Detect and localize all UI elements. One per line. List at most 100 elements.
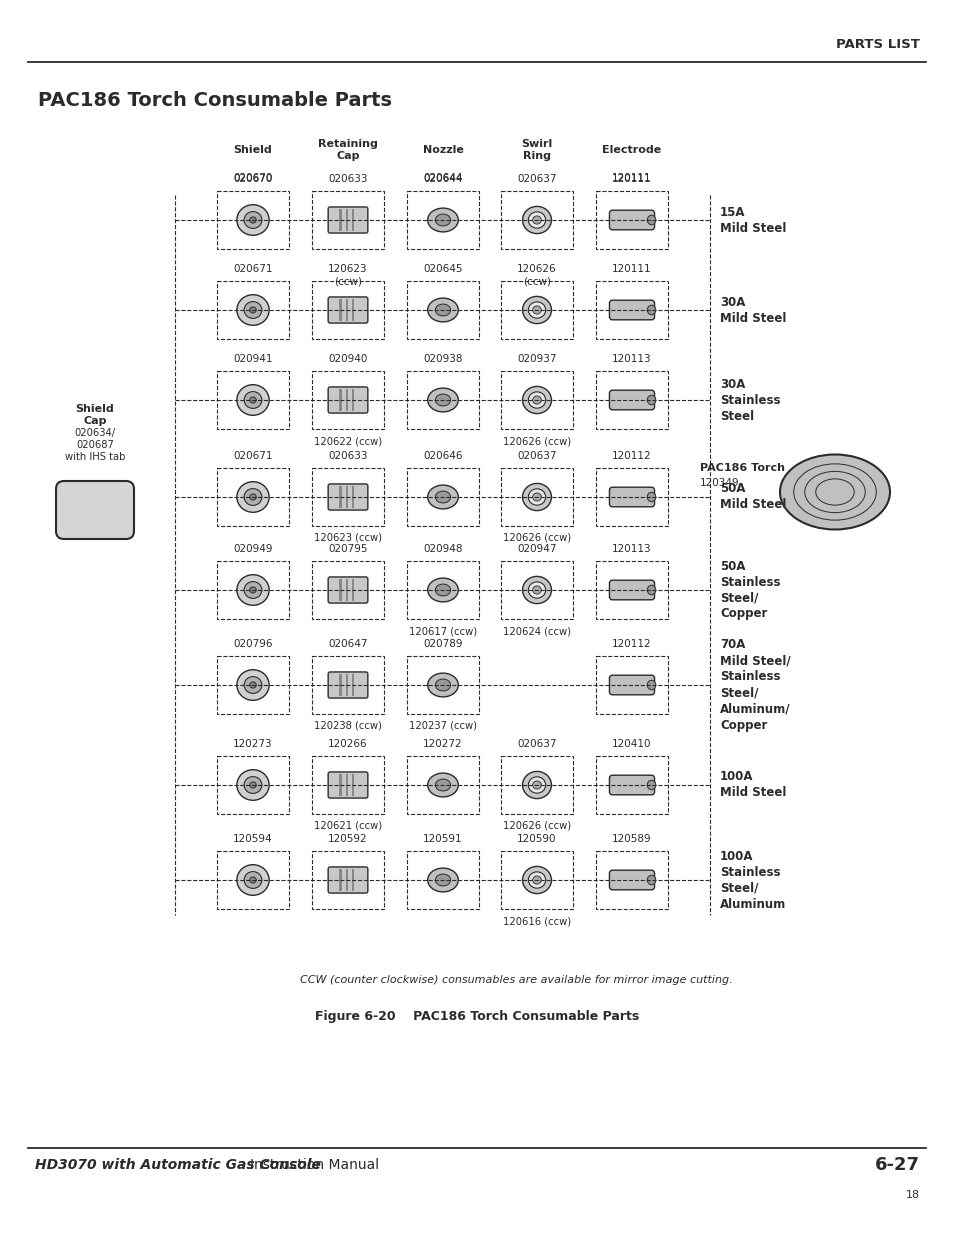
Text: 120623 (ccw): 120623 (ccw)	[314, 534, 381, 543]
FancyBboxPatch shape	[609, 210, 654, 230]
Bar	[312, 561, 384, 619]
FancyBboxPatch shape	[328, 772, 368, 798]
Text: 120272: 120272	[423, 739, 462, 748]
Bar	[338, 774, 341, 797]
Ellipse shape	[522, 206, 551, 233]
Text: 120349: 120349	[700, 478, 739, 488]
Ellipse shape	[236, 864, 269, 895]
Ellipse shape	[435, 304, 450, 316]
Bar	[352, 485, 355, 508]
Bar	[312, 282, 384, 338]
Text: 020671: 020671	[233, 451, 273, 461]
Bar	[338, 209, 341, 231]
Ellipse shape	[647, 215, 655, 225]
Ellipse shape	[435, 492, 450, 503]
Bar	[338, 674, 341, 697]
Text: 120112: 120112	[612, 638, 651, 650]
Bar	[352, 674, 355, 697]
Ellipse shape	[532, 781, 540, 789]
Text: Electrode: Electrode	[601, 144, 661, 156]
Text: 6-27: 6-27	[874, 1156, 919, 1174]
Text: 120623: 120623	[328, 264, 368, 274]
FancyBboxPatch shape	[609, 487, 654, 506]
Text: 120626: 120626	[517, 264, 557, 274]
Text: 020646: 020646	[423, 451, 462, 461]
FancyBboxPatch shape	[328, 672, 368, 698]
Text: 100A
Mild Steel: 100A Mild Steel	[720, 771, 785, 799]
Bar	[500, 756, 573, 814]
Bar	[338, 299, 341, 321]
Text: PARTS LIST: PARTS LIST	[835, 38, 919, 52]
Bar	[216, 191, 289, 249]
Text: Nozzle: Nozzle	[422, 144, 463, 156]
Bar	[407, 191, 478, 249]
Ellipse shape	[647, 876, 655, 884]
Text: 50A
Stainless
Steel/
Copper: 50A Stainless Steel/ Copper	[720, 559, 780, 620]
Ellipse shape	[647, 585, 655, 595]
Text: 020634/
020687
with IHS tab: 020634/ 020687 with IHS tab	[65, 429, 125, 462]
Bar	[500, 370, 573, 429]
Text: 120626 (ccw): 120626 (ccw)	[502, 534, 571, 543]
Ellipse shape	[427, 209, 457, 232]
Text: (ccw): (ccw)	[334, 275, 361, 287]
Bar	[338, 389, 341, 411]
Bar	[352, 389, 355, 411]
Ellipse shape	[528, 212, 545, 228]
Text: 020670: 020670	[233, 174, 273, 184]
Ellipse shape	[427, 298, 457, 322]
Text: 120591: 120591	[423, 834, 462, 844]
Text: 15A
Mild Steel: 15A Mild Steel	[720, 205, 785, 235]
Text: 020947: 020947	[517, 543, 557, 555]
Ellipse shape	[522, 577, 551, 604]
Text: 100A
Stainless
Steel/
Aluminum: 100A Stainless Steel/ Aluminum	[720, 850, 785, 910]
FancyBboxPatch shape	[328, 484, 368, 510]
Text: 120410: 120410	[612, 739, 651, 748]
Bar	[216, 561, 289, 619]
Ellipse shape	[250, 217, 256, 224]
Text: 020671: 020671	[233, 264, 273, 274]
Bar	[312, 370, 384, 429]
Bar	[407, 468, 478, 526]
Bar	[407, 656, 478, 714]
Ellipse shape	[244, 777, 262, 793]
Text: 120111: 120111	[612, 264, 651, 274]
Ellipse shape	[250, 396, 256, 403]
Bar	[338, 579, 341, 601]
Text: 020937: 020937	[517, 354, 557, 364]
Text: Figure 6-20    PAC186 Torch Consumable Parts: Figure 6-20 PAC186 Torch Consumable Part…	[314, 1010, 639, 1023]
Text: Retaining
Cap: Retaining Cap	[317, 140, 377, 161]
Text: 70A
Mild Steel/
Stainless
Steel/
Aluminum/
Copper: 70A Mild Steel/ Stainless Steel/ Aluminu…	[720, 638, 790, 731]
Ellipse shape	[435, 779, 450, 790]
Text: 120111: 120111	[612, 173, 651, 183]
FancyBboxPatch shape	[328, 577, 368, 603]
Ellipse shape	[528, 777, 545, 793]
Bar	[345, 485, 348, 508]
Text: 020796: 020796	[233, 638, 273, 650]
Text: 120589: 120589	[612, 834, 651, 844]
Bar	[596, 561, 667, 619]
Text: CCW (counter clockwise) consumables are available for mirror image cutting.: CCW (counter clockwise) consumables are …	[299, 974, 732, 986]
Text: 020637: 020637	[517, 174, 557, 184]
Bar	[596, 191, 667, 249]
Ellipse shape	[532, 585, 540, 594]
Ellipse shape	[532, 216, 540, 224]
Text: 020941: 020941	[233, 354, 273, 364]
Bar	[407, 370, 478, 429]
Ellipse shape	[244, 872, 262, 888]
Text: 120238 (ccw): 120238 (ccw)	[314, 721, 381, 731]
Text: 120113: 120113	[612, 354, 651, 364]
Text: 120592: 120592	[328, 834, 368, 844]
Ellipse shape	[528, 582, 545, 598]
Bar	[312, 756, 384, 814]
Bar	[407, 851, 478, 909]
FancyBboxPatch shape	[609, 300, 654, 320]
Bar	[312, 468, 384, 526]
Text: 120237 (ccw): 120237 (ccw)	[409, 721, 476, 731]
Text: PAC186 Torch: PAC186 Torch	[700, 463, 784, 473]
FancyBboxPatch shape	[609, 776, 654, 795]
Ellipse shape	[250, 494, 256, 500]
Text: 30A
Mild Steel: 30A Mild Steel	[720, 295, 785, 325]
Ellipse shape	[528, 872, 545, 888]
Ellipse shape	[427, 485, 457, 509]
Ellipse shape	[435, 874, 450, 885]
